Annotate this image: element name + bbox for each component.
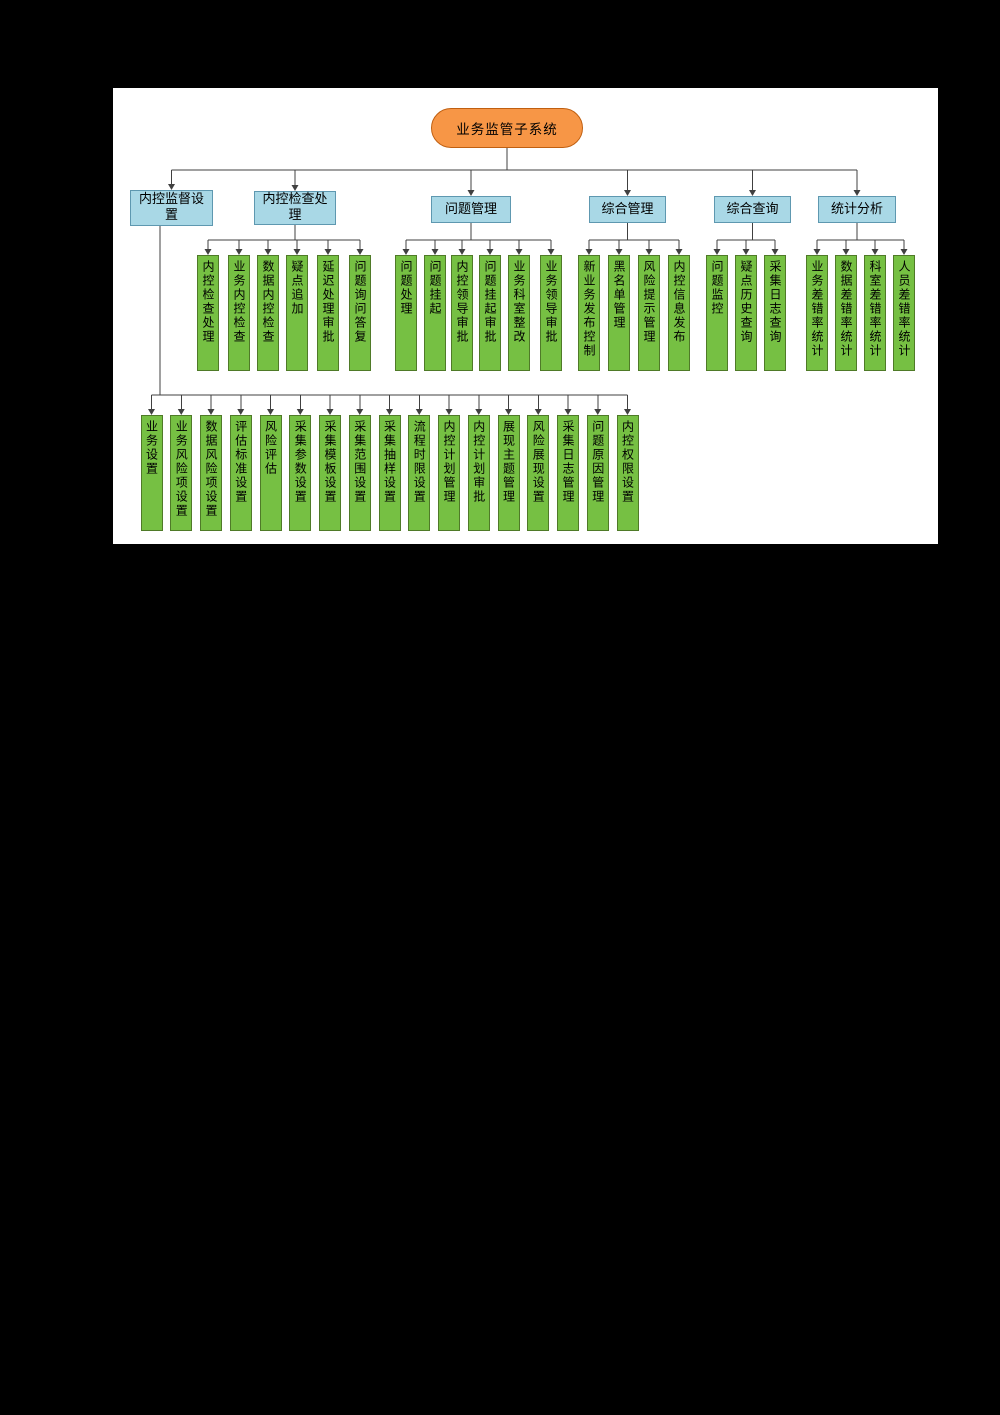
arrowhead-icon <box>168 184 175 190</box>
arrowhead-icon <box>264 249 272 255</box>
leaf-node: 业务内控检查 <box>228 255 250 371</box>
arrowhead-icon <box>402 249 410 255</box>
arrowhead-icon <box>475 409 483 415</box>
leaf-node: 疑点历史查询 <box>735 255 757 371</box>
leaf-node: 问题询问答复 <box>349 255 371 371</box>
branch-issue-management: 问题管理 <box>431 196 511 223</box>
arrowhead-icon <box>148 409 155 415</box>
arrowhead-icon <box>675 249 683 255</box>
arrowhead-icon <box>853 190 861 196</box>
arrowhead-icon <box>871 249 879 255</box>
leaf-node: 采集模板设置 <box>319 415 341 531</box>
leaf-node: 内控计划管理 <box>438 415 460 531</box>
arrowhead-icon <box>291 185 299 191</box>
arrowhead-icon <box>431 249 439 255</box>
leaf-node: 数据风险项设置 <box>200 415 222 531</box>
arrowhead-icon <box>204 249 212 255</box>
arrowhead-icon <box>445 409 453 415</box>
arrowhead-icon <box>742 249 750 255</box>
arrowhead-icon <box>486 249 494 255</box>
leaf-node: 问题监控 <box>706 255 728 371</box>
leaf-node: 风险评估 <box>259 415 282 531</box>
leaf-node: 新业务发布控制 <box>578 255 600 371</box>
arrowhead-icon <box>458 249 466 255</box>
arrowhead-icon <box>515 249 523 255</box>
branch-comprehensive-query: 综合查询 <box>714 196 791 223</box>
arrowhead-icon <box>467 190 475 196</box>
arrowhead-icon <box>594 409 602 415</box>
arrowhead-icon <box>749 190 756 196</box>
leaf-node: 展现主题管理 <box>497 415 520 531</box>
leaf-node: 科室差错率统计 <box>864 255 886 371</box>
branch-comprehensive-management: 综合管理 <box>589 196 666 223</box>
leaf-node: 疑点追加 <box>286 255 308 371</box>
arrowhead-icon <box>326 409 334 415</box>
arrowhead-icon <box>177 409 185 415</box>
leaf-node: 业务设置 <box>140 415 163 531</box>
leaf-node: 业务差错率统计 <box>806 255 828 371</box>
arrowhead-icon <box>900 249 908 255</box>
leaf-node: 问题挂起 <box>424 255 446 371</box>
branch-internal-control-inspection-handling: 内控检查处理 <box>254 191 336 225</box>
arrowhead-icon <box>356 409 364 415</box>
arrowhead-icon <box>813 249 821 255</box>
leaf-node: 采集日志查询 <box>764 255 786 371</box>
arrowhead-icon <box>534 409 542 415</box>
arrowhead-icon <box>386 409 393 415</box>
leaf-node: 内控计划审批 <box>467 415 490 531</box>
leaf-node: 黑名单管理 <box>608 255 630 371</box>
leaf-node: 评估标准设置 <box>229 415 252 531</box>
connector-lines <box>148 148 908 415</box>
leaf-nodes-layer: 业务设置 业务风险项设置 数据风险项设置 评估标准设置 风险评估 采集参数设置 采集模板设置… <box>113 88 938 544</box>
arrowhead-icon <box>547 249 555 255</box>
leaf-node: 采集抽样设置 <box>378 415 401 531</box>
arrowhead-icon <box>324 249 332 255</box>
leaf-node: 流程时限设置 <box>408 415 431 531</box>
leaf-node: 采集参数设置 <box>289 415 312 531</box>
leaf-node: 风险提示管理 <box>638 255 660 371</box>
leaf-node: 业务科室整改 <box>508 255 530 371</box>
leaf-node: 风险展现设置 <box>527 415 550 531</box>
diagram-canvas: 业务监管子系统 内控监督设置 内控检查处理 问题管理 综合管理 综合查询 统计分… <box>113 88 938 544</box>
arrowhead-icon <box>645 249 653 255</box>
arrowhead-icon <box>293 249 301 255</box>
leaf-node: 数据内控检查 <box>257 255 279 371</box>
branch-internal-control-supervision-settings: 内控监督设置 <box>130 190 213 226</box>
arrowhead-icon <box>237 409 245 415</box>
leaf-node: 问题挂起审批 <box>479 255 501 371</box>
arrowhead-icon <box>267 409 274 415</box>
arrowhead-icon <box>356 249 364 255</box>
arrowhead-icon <box>235 249 243 255</box>
leaf-node: 延迟处理审批 <box>317 255 339 371</box>
branch-statistical-analysis: 统计分析 <box>818 196 896 223</box>
leaf-node: 业务领导审批 <box>540 255 562 371</box>
leaf-node: 内控领导审批 <box>451 255 473 371</box>
arrowhead-icon <box>624 409 631 415</box>
arrowhead-icon <box>505 409 512 415</box>
arrowhead-icon <box>296 409 304 415</box>
arrowhead-icon <box>564 409 572 415</box>
leaf-node: 问题原因管理 <box>586 415 609 531</box>
leaf-node: 采集范围设置 <box>348 415 371 531</box>
leaf-node: 内控权限设置 <box>616 415 639 531</box>
leaf-node: 采集日志管理 <box>557 415 579 531</box>
arrowhead-icon <box>771 249 779 255</box>
arrowhead-icon <box>713 249 721 255</box>
arrowhead-icon <box>615 249 623 255</box>
arrowhead-icon <box>624 190 631 196</box>
arrowhead-icon <box>207 409 215 415</box>
root-node-business-supervision-subsystem: 业务监管子系统 <box>431 108 583 148</box>
arrowhead-icon <box>585 249 593 255</box>
leaf-node: 问题处理 <box>395 255 417 371</box>
leaf-node: 人员差错率统计 <box>893 255 915 371</box>
leaf-node: 内控检查处理 <box>197 255 219 371</box>
arrowhead-icon <box>415 409 423 415</box>
leaf-node: 内控信息发布 <box>668 255 690 371</box>
leaf-node: 数据差错率统计 <box>835 255 857 371</box>
leaf-node: 业务风险项设置 <box>170 415 193 531</box>
arrowhead-icon <box>842 249 850 255</box>
